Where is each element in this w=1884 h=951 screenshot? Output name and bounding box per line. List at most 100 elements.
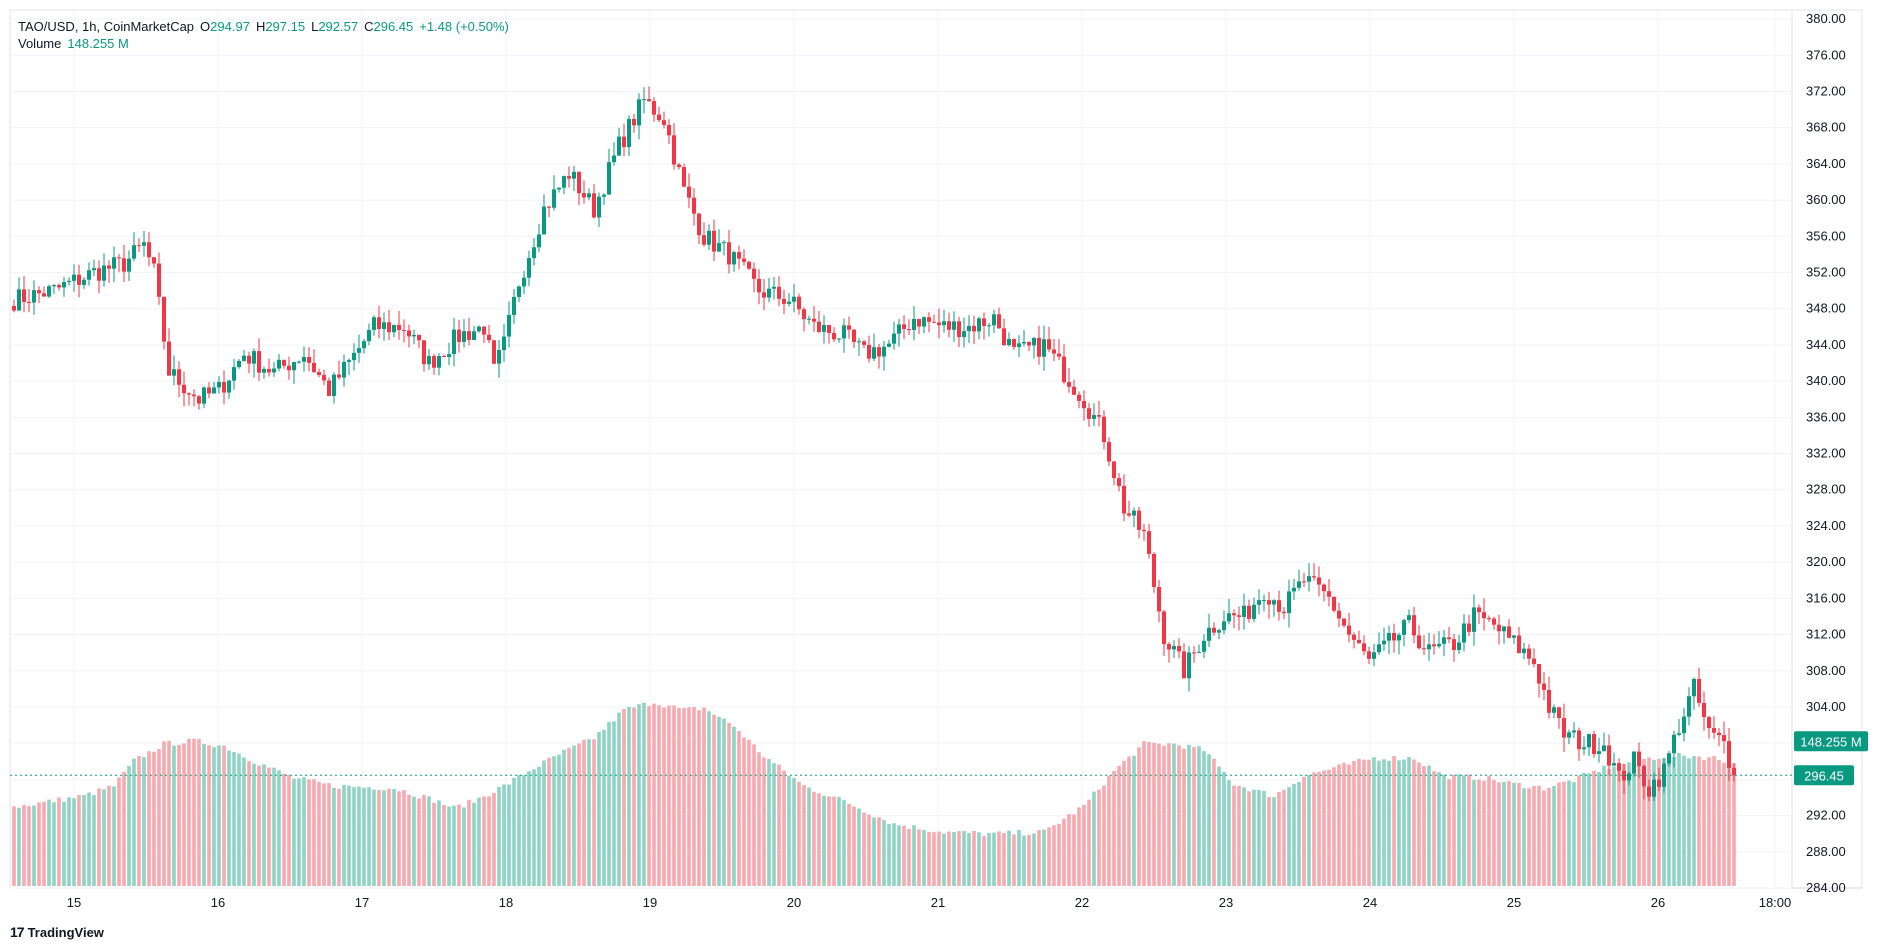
candle-body[interactable] xyxy=(1057,353,1061,357)
candle-body[interactable] xyxy=(217,381,221,388)
candle-body[interactable] xyxy=(422,340,426,365)
candle-body[interactable] xyxy=(197,396,201,404)
candle-body[interactable] xyxy=(977,318,981,332)
candle-body[interactable] xyxy=(162,296,166,342)
candle-body[interactable] xyxy=(157,263,161,297)
candle-body[interactable] xyxy=(1112,461,1116,479)
candle-body[interactable] xyxy=(1692,678,1696,697)
candle-body[interactable] xyxy=(1597,751,1601,755)
candle-body[interactable] xyxy=(152,257,156,264)
candle-body[interactable] xyxy=(1717,732,1721,736)
candle-body[interactable] xyxy=(972,325,976,332)
last-price-tag[interactable] xyxy=(1794,765,1854,786)
candle-body[interactable] xyxy=(1132,510,1136,516)
candle-body[interactable] xyxy=(1412,615,1416,636)
candle-body[interactable] xyxy=(832,333,836,340)
candle-body[interactable] xyxy=(1327,591,1331,597)
candle-body[interactable] xyxy=(1377,644,1381,653)
candle-body[interactable] xyxy=(862,341,866,345)
candle-body[interactable] xyxy=(267,368,271,373)
candle-body[interactable] xyxy=(72,274,76,281)
candle-body[interactable] xyxy=(257,351,261,373)
candle-body[interactable] xyxy=(427,356,431,365)
candle-body[interactable] xyxy=(942,321,946,326)
candle-body[interactable] xyxy=(392,324,396,333)
candle-body[interactable] xyxy=(937,322,941,326)
candle-body[interactable] xyxy=(247,355,251,364)
candle-body[interactable] xyxy=(1187,652,1191,679)
candle-body[interactable] xyxy=(507,314,511,337)
candle-body[interactable] xyxy=(1642,765,1646,787)
candle-body[interactable] xyxy=(1092,415,1096,419)
candle-body[interactable] xyxy=(987,325,991,327)
candle-body[interactable] xyxy=(227,380,231,393)
candle-body[interactable] xyxy=(1007,338,1011,346)
candle-body[interactable] xyxy=(492,340,496,364)
candle-body[interactable] xyxy=(1267,600,1271,605)
candle-body[interactable] xyxy=(272,368,276,373)
candle-body[interactable] xyxy=(312,362,316,373)
candle-body[interactable] xyxy=(612,155,616,163)
candle-body[interactable] xyxy=(807,318,811,320)
candle-body[interactable] xyxy=(387,322,391,333)
candle-body[interactable] xyxy=(147,242,151,258)
candle-body[interactable] xyxy=(742,258,746,262)
candle-body[interactable] xyxy=(1447,637,1451,640)
candle-body[interactable] xyxy=(1647,786,1651,797)
candle-body[interactable] xyxy=(1202,640,1206,652)
candle-body[interactable] xyxy=(557,187,561,190)
candle-body[interactable] xyxy=(772,286,776,289)
candle-body[interactable] xyxy=(1067,382,1071,387)
candle-body[interactable] xyxy=(792,296,796,302)
candle-body[interactable] xyxy=(187,393,191,395)
candle-body[interactable] xyxy=(1282,611,1286,614)
candle-body[interactable] xyxy=(87,270,91,280)
candle-body[interactable] xyxy=(1237,615,1241,617)
candle-body[interactable] xyxy=(467,331,471,340)
candle-body[interactable] xyxy=(957,321,961,338)
candle-body[interactable] xyxy=(97,268,101,281)
candle-body[interactable] xyxy=(1147,531,1151,554)
candle-body[interactable] xyxy=(677,164,681,168)
candle-body[interactable] xyxy=(572,171,576,179)
candle-body[interactable] xyxy=(1002,328,1006,346)
candle-body[interactable] xyxy=(522,277,526,287)
candle-body[interactable] xyxy=(547,206,551,208)
candle-body[interactable] xyxy=(1322,584,1326,592)
candle-body[interactable] xyxy=(697,213,701,236)
candle-body[interactable] xyxy=(432,356,436,368)
candle-body[interactable] xyxy=(1667,753,1671,764)
candle-body[interactable] xyxy=(1722,735,1726,742)
candle-body[interactable] xyxy=(292,362,296,371)
candle-body[interactable] xyxy=(452,329,456,355)
candle-body[interactable] xyxy=(857,341,861,343)
candle-body[interactable] xyxy=(1217,630,1221,633)
candle-body[interactable] xyxy=(1012,338,1016,347)
candle-body[interactable] xyxy=(587,193,591,198)
candle-body[interactable] xyxy=(92,268,96,271)
candle-body[interactable] xyxy=(1542,683,1546,690)
candle-body[interactable] xyxy=(1477,607,1481,613)
candle-body[interactable] xyxy=(1032,337,1036,346)
candle-body[interactable] xyxy=(82,279,86,285)
candle-body[interactable] xyxy=(552,189,556,208)
candle-body[interactable] xyxy=(1252,604,1256,619)
candle-body[interactable] xyxy=(827,324,831,334)
candle-body[interactable] xyxy=(1507,626,1511,638)
candle-body[interactable] xyxy=(1497,624,1501,632)
candle-body[interactable] xyxy=(222,381,226,393)
candle-body[interactable] xyxy=(377,317,381,330)
candle-body[interactable] xyxy=(667,124,671,136)
candle-body[interactable] xyxy=(1047,339,1051,350)
candle-body[interactable] xyxy=(1177,645,1181,652)
candle-body[interactable] xyxy=(1122,485,1126,514)
candle-body[interactable] xyxy=(27,301,31,303)
candle-body[interactable] xyxy=(852,329,856,343)
candle-body[interactable] xyxy=(1087,408,1091,419)
candle-body[interactable] xyxy=(947,321,951,330)
candle-body[interactable] xyxy=(617,136,621,156)
candle-body[interactable] xyxy=(537,234,541,248)
candle-body[interactable] xyxy=(577,171,581,194)
candle-body[interactable] xyxy=(1462,623,1466,643)
candle-body[interactable] xyxy=(1332,596,1336,611)
